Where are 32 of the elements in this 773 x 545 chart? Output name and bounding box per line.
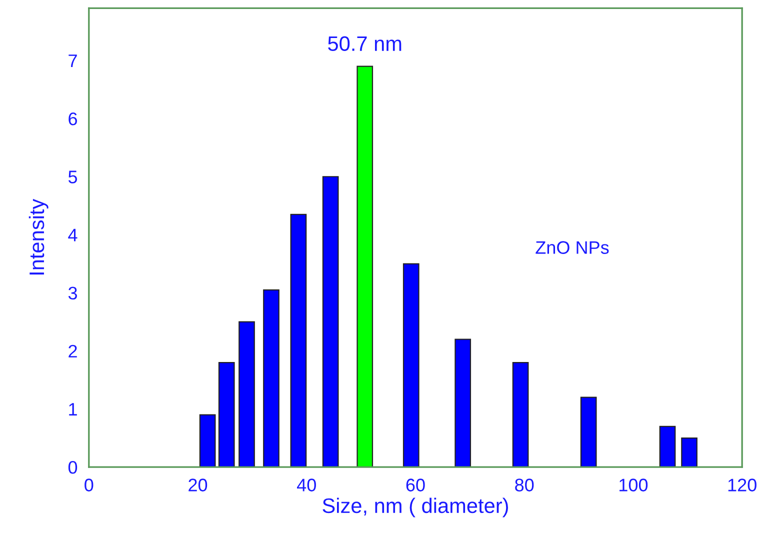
y-tick-label: 2 [68,344,77,358]
bar [263,289,280,468]
bar [580,396,597,468]
bar [218,362,235,468]
x-tick-label: 20 [188,478,208,492]
bar [290,214,307,468]
bar [322,176,339,468]
bar [238,321,255,468]
bar [356,66,374,468]
bar [402,263,420,468]
x-tick-label: 80 [515,478,534,492]
y-tick-label: 6 [68,112,77,126]
bar [199,414,216,468]
x-tick-label: 100 [620,478,648,492]
annotation: ZnO NPs [536,241,609,254]
x-axis-title: Size, nm ( diameter) [322,498,508,518]
y-axis-title: Intensity [28,198,48,274]
x-tick-label: 60 [406,478,425,492]
annotation: 50.7 nm [328,36,402,52]
x-tick-label: 40 [296,478,316,492]
bar [659,426,676,468]
y-tick-label: 0 [68,461,78,474]
y-tick-label: 5 [68,170,78,184]
y-tick-label: 4 [68,228,78,242]
bar [681,437,698,468]
x-tick-label: 120 [728,478,756,492]
x-tick-label: 0 [84,478,94,492]
y-tick-label: 3 [68,286,77,300]
y-tick-label: 7 [68,54,77,67]
bar [454,338,472,468]
bar [512,362,529,468]
y-tick-label: 1 [69,403,77,416]
